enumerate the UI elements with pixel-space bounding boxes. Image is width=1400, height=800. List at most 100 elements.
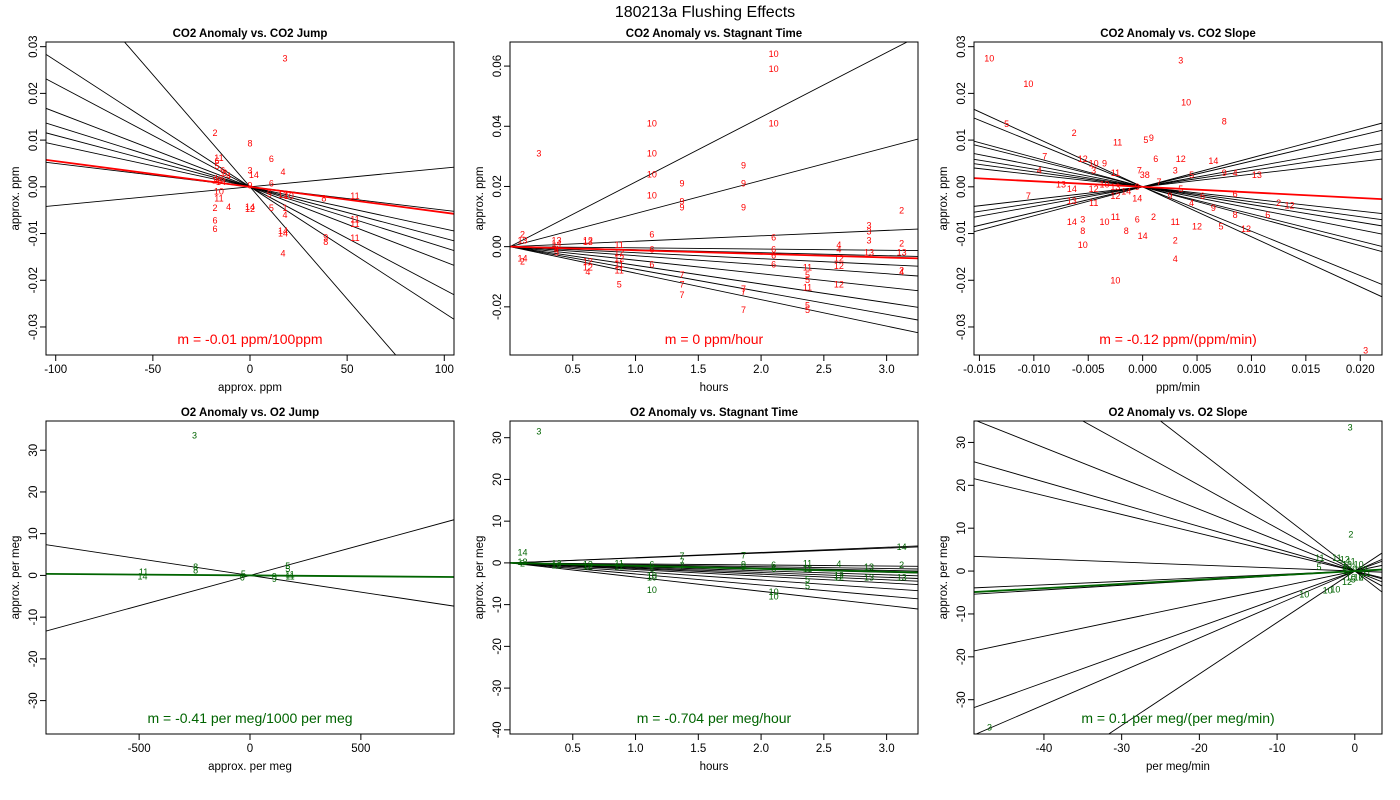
y-tick-label: -10 [492,596,504,613]
y-tick-label: 0.00 [28,176,40,198]
data-point-label: 12 [1176,154,1186,164]
data-point-label: 12 [1241,224,1251,234]
data-point-label: 3 [247,165,252,175]
data-point-label: 10 [1299,590,1309,600]
data-point-label: 10 [1323,585,1333,595]
y-tick-label: -0.03 [956,314,968,340]
data-point-label: 4 [1173,254,1178,264]
data-point-label: 3 [536,426,541,436]
data-point-label: 13 [1252,170,1262,180]
fit-line [510,246,918,267]
fit-line [510,138,918,248]
fit-line [510,562,918,579]
y-tick-label: 0.06 [492,55,504,77]
y-tick-label: -0.01 [28,220,40,246]
data-point-label: 12 [1340,554,1350,564]
fit-line [1107,552,1382,734]
data-point-label: 14 [278,229,288,239]
plot-frame [45,41,455,356]
data-point-label: 6 [771,560,776,570]
data-point-label: 12 [1078,154,1088,164]
data-point-label: 2 [1072,128,1077,138]
data-point-label: 4 [1233,168,1238,178]
data-point-label: 13 [518,557,528,567]
data-point-label: 11 [803,559,812,569]
data-point-label: 11 [350,219,359,229]
data-point-label: 5 [805,305,810,315]
data-point-label: 8 [1233,210,1238,220]
fit-line [974,461,1382,580]
fit-line [974,163,1382,221]
x-tick-label: 0.015 [1291,364,1320,376]
fit-line [510,546,918,564]
fit-line [510,42,909,248]
x-tick-label: -0.015 [963,364,996,376]
data-point-label: 3 [282,53,287,63]
data-point-label: 12 [834,570,844,580]
data-point-label: 6 [214,156,219,166]
data-point-label: 12 [583,263,593,273]
x-tick-label: 2.0 [753,743,769,755]
data-point-label: 11 [285,572,294,582]
y-tick-label: 0 [956,568,968,574]
y-tick-label: -0.03 [28,314,40,340]
data-point-label: 9 [272,574,277,584]
data-point-label: 14 [245,202,255,212]
data-point-label: 12 [614,562,624,572]
data-point-label: 13 [897,248,907,258]
data-point-label: 6 [649,560,654,570]
y-tick-label: -20 [28,651,40,668]
fit-line [974,140,1382,253]
fit-line [974,150,1382,213]
data-point-label: 2 [1151,212,1156,222]
data-point-label: 11 [1171,217,1180,227]
data-point-label: 5 [269,203,274,213]
fit-line [974,478,1382,579]
data-point-label: 6 [649,260,654,270]
data-point-label: 9 [247,180,252,190]
data-point-label: 12 [834,254,844,264]
y-tick-label: -10 [28,609,40,626]
data-point-label: 5 [1351,575,1356,585]
data-point-label: 9 [741,560,746,570]
data-point-label: 14 [1121,186,1131,196]
data-point-label: 9 [679,203,684,213]
fit-line [510,562,918,592]
data-point-label: 5 [805,575,810,585]
x-tick-label: 1.5 [690,743,706,755]
data-point-label: 8 [1080,226,1085,236]
data-point-label: 5 [805,300,810,310]
data-point-label: 10 [1346,573,1356,583]
data-point-label: 10 [1330,585,1340,595]
y-tick-label: -20 [956,649,968,666]
x-tick-label: 1.0 [628,743,644,755]
data-point-label: 6 [771,233,776,243]
overall-fit-line [974,568,1382,593]
x-tick-label: 0.000 [1128,364,1157,376]
fit-line [974,144,1382,247]
data-point-label: 7 [1156,177,1161,187]
data-point-label: 13 [551,559,561,569]
data-point-label: 9 [741,562,746,572]
data-point-label: 12 [834,573,844,583]
data-point-label: 9 [679,178,684,188]
data-point-label: 14 [897,542,907,552]
data-point-label: 11 [803,263,812,273]
data-point-label: 14 [1208,156,1218,166]
data-point-label: 7 [679,270,684,280]
fit-line [974,560,1382,709]
data-point-label: 2 [213,203,218,213]
data-point-label: 6 [240,573,245,583]
data-point-label: 7 [1026,191,1031,201]
data-point-label: 11 [615,260,624,270]
data-point-label: 4 [226,171,231,181]
y-axis-label: approx. ppm [10,167,22,231]
data-point-label: 6 [1200,191,1205,201]
data-point-label: 14 [1067,184,1077,194]
